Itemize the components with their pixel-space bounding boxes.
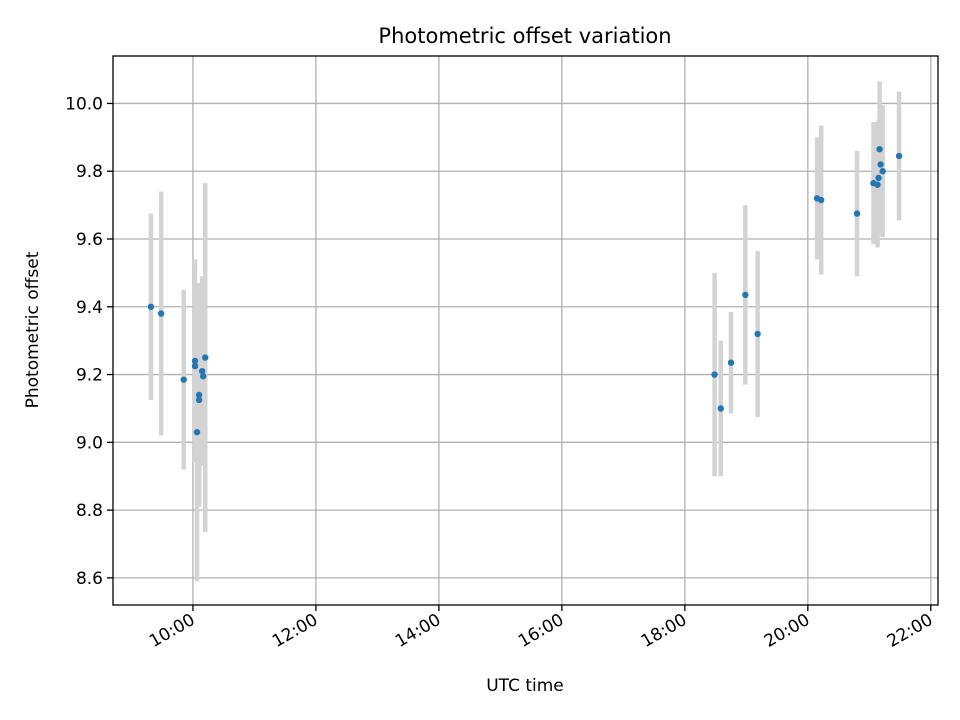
data-point [875, 174, 882, 182]
data-point [853, 210, 861, 217]
grid [113, 56, 938, 605]
data-point [879, 168, 886, 175]
data-point [199, 373, 207, 380]
data-point [711, 371, 718, 378]
data-point [754, 330, 761, 338]
plot-frame [112, 55, 939, 606]
y-tick-label: 9.6 [76, 230, 103, 250]
data-point [191, 357, 199, 365]
y-tick-label: 9.0 [76, 433, 103, 453]
data-point [191, 362, 199, 370]
data-point [874, 181, 881, 188]
chart-title: Photometric offset variation [378, 24, 671, 48]
y-tick-label: 9.4 [76, 298, 103, 318]
x-tick-label: 20:00 [761, 610, 813, 652]
error-bars [148, 81, 902, 582]
x-tick-label: 10:00 [146, 610, 198, 652]
x-tick-label: 18:00 [638, 610, 690, 652]
y-tick-label: 8.8 [76, 501, 103, 521]
data-point [727, 359, 735, 366]
data-point [193, 428, 201, 436]
data-point [817, 196, 825, 204]
data-point [202, 354, 209, 361]
data-point [147, 303, 155, 310]
x-axis: 10:00 12:00 14:00 16:00 18:00 20:00 22:00 [146, 605, 936, 652]
data-point [876, 145, 883, 153]
data-point [198, 367, 206, 375]
data-point [157, 310, 165, 317]
data-point [877, 161, 884, 168]
y-axis: 8.6 8.8 9.0 9.2 9.4 9.6 9.8 10.0 [65, 94, 113, 589]
x-tick-label: 12:00 [269, 610, 321, 652]
y-tick-label: 8.6 [76, 569, 103, 589]
y-tick-label: 9.2 [76, 366, 103, 386]
data-point [195, 396, 203, 404]
x-axis-label: UTC time [486, 676, 564, 696]
y-tick-label: 10.0 [65, 94, 103, 114]
x-tick-label: 22:00 [884, 610, 936, 652]
x-tick-label: 14:00 [392, 610, 444, 652]
data-point [180, 376, 187, 383]
data-point [195, 391, 203, 399]
data-point [895, 152, 903, 160]
data-point [742, 291, 749, 299]
y-axis-label: Photometric offset [23, 251, 43, 408]
y-tick-label: 9.8 [76, 162, 103, 182]
x-tick-label: 16:00 [515, 610, 567, 652]
data-point [717, 405, 724, 412]
data-points [147, 145, 903, 436]
